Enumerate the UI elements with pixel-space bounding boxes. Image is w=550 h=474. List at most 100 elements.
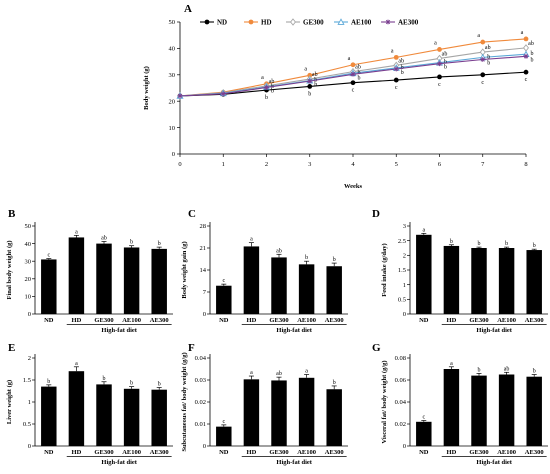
y-tick-label: 0.5 xyxy=(398,297,406,304)
x-axis-title: Weeks xyxy=(344,183,363,190)
significance-letter: c xyxy=(525,77,528,83)
x-tick-label: 1 xyxy=(222,161,225,168)
category-label: HD xyxy=(447,317,457,324)
category-label: HD xyxy=(72,317,82,324)
significance-letter: ab xyxy=(485,45,491,51)
y-tick-label: 1 xyxy=(28,399,31,406)
panel-e: E 0 0.5 1 1.5 2 b ND a HD b GE300 b AE100 b AE300 High-f… xyxy=(6,342,173,466)
significance-letter: b xyxy=(265,95,268,101)
legend-marker xyxy=(248,19,254,25)
bar-ae300 xyxy=(326,266,342,314)
y-tick-label: 28 xyxy=(200,223,207,230)
category-label: GE300 xyxy=(469,317,488,324)
data-point-stroke xyxy=(264,85,269,90)
y-tick-label: 21 xyxy=(200,245,207,252)
bar-ae100 xyxy=(498,374,515,446)
group-label: High-fat diet xyxy=(276,459,312,466)
data-point xyxy=(220,91,226,97)
significance-letter: a xyxy=(521,30,524,36)
legend-marker xyxy=(337,18,345,25)
category-label: AE100 xyxy=(497,317,516,324)
significance-letter: a xyxy=(391,48,394,54)
significance-letter: a xyxy=(305,369,308,375)
significance-letter: b xyxy=(314,82,317,88)
bar-hd xyxy=(68,237,85,314)
bar-hd xyxy=(243,379,260,446)
bar-nd xyxy=(216,285,232,314)
category-label: AE100 xyxy=(297,449,316,456)
y-tick-label: 2 xyxy=(28,355,31,362)
legend-marker-stroke xyxy=(385,19,391,25)
panel-g: G 0 0.02 0.04 0.06 0.08 c ND a HD b GE300 ab AE100 b AE… xyxy=(372,342,548,466)
panel-letter-d: D xyxy=(372,208,380,220)
data-point xyxy=(523,53,529,59)
significance-letter: c xyxy=(395,85,398,91)
significance-letter: b xyxy=(47,379,50,385)
significance-letter: b xyxy=(531,51,534,57)
significance-letter: b xyxy=(487,60,490,66)
category-label: GE300 xyxy=(94,449,113,456)
panel-letter-f: F xyxy=(188,342,195,354)
data-point xyxy=(480,57,486,62)
x-tick-label: 7 xyxy=(481,161,485,168)
legend-marker xyxy=(290,18,296,26)
y-tick-label: 0 xyxy=(28,443,31,450)
y-tick-label: 0 xyxy=(203,311,206,318)
panel-letter-b: B xyxy=(8,208,16,220)
significance-letter: b xyxy=(401,70,404,76)
panel-letter-e: E xyxy=(8,342,15,354)
significance-letter: b xyxy=(130,240,133,246)
y-axis-title: Visceral fat/ body weight (g/g) xyxy=(381,360,388,443)
y-axis-title: Liver weight (g) xyxy=(6,380,13,424)
significance-letter: ab xyxy=(276,248,282,254)
data-point xyxy=(437,61,442,67)
significance-letter: a xyxy=(450,361,453,367)
significance-letter: b xyxy=(478,241,481,247)
category-label: AE300 xyxy=(525,317,544,324)
significance-letter: a xyxy=(75,229,78,235)
data-point xyxy=(480,72,486,78)
y-tick-label: 0.02 xyxy=(195,399,206,406)
bar-nd xyxy=(216,426,232,446)
bar-ae100 xyxy=(298,377,315,446)
y-tick-label: 10 xyxy=(25,294,32,301)
legend-label: GE300 xyxy=(303,19,324,27)
panel-c: C 0 7 14 21 28 c ND a HD ab GE300 b AE100 b AE300 High-f… xyxy=(181,208,348,334)
data-point xyxy=(393,54,399,60)
significance-letter: b xyxy=(533,243,536,249)
legend-item-nd: ND xyxy=(200,19,227,27)
y-tick-label: 1.5 xyxy=(23,377,31,384)
bar-hd xyxy=(443,369,460,446)
category-label: HD xyxy=(447,449,457,456)
category-label: ND xyxy=(44,317,54,324)
y-tick-label: 0 xyxy=(172,151,175,158)
bar-hd xyxy=(243,246,260,314)
legend-marker xyxy=(385,19,391,25)
legend-label: AE100 xyxy=(351,19,372,27)
significance-letter: c xyxy=(47,253,50,259)
significance-letter: b xyxy=(103,376,106,382)
y-tick-label: 0 xyxy=(403,311,406,318)
significance-letter: b xyxy=(531,57,534,63)
y-tick-label: 20 xyxy=(25,276,32,283)
y-axis-title: Feed intake (g/day) xyxy=(381,243,388,296)
y-tick-label: 0.03 xyxy=(195,377,206,384)
y-tick-label: 0.04 xyxy=(395,399,407,406)
bar-nd xyxy=(41,386,57,446)
y-tick-label: 0.08 xyxy=(395,355,406,362)
category-label: HD xyxy=(72,449,82,456)
legend-marker xyxy=(204,19,210,25)
data-point-stroke xyxy=(307,79,312,84)
legend-label: AE300 xyxy=(398,19,419,27)
category-label: ND xyxy=(419,449,429,456)
data-point xyxy=(264,85,269,90)
bar-ge300 xyxy=(271,380,287,446)
significance-letter: b xyxy=(333,380,336,386)
data-point xyxy=(350,71,356,77)
panel-a: A 0 10 20 30 40 50 0 1 2 3 4 5 6 7 8 Weeks Body weight (g… xyxy=(143,3,534,190)
y-tick-label: 0.04 xyxy=(195,355,207,362)
data-point-stroke xyxy=(394,66,399,72)
significance-letter: b xyxy=(358,75,361,81)
significance-letter: b xyxy=(487,54,490,60)
